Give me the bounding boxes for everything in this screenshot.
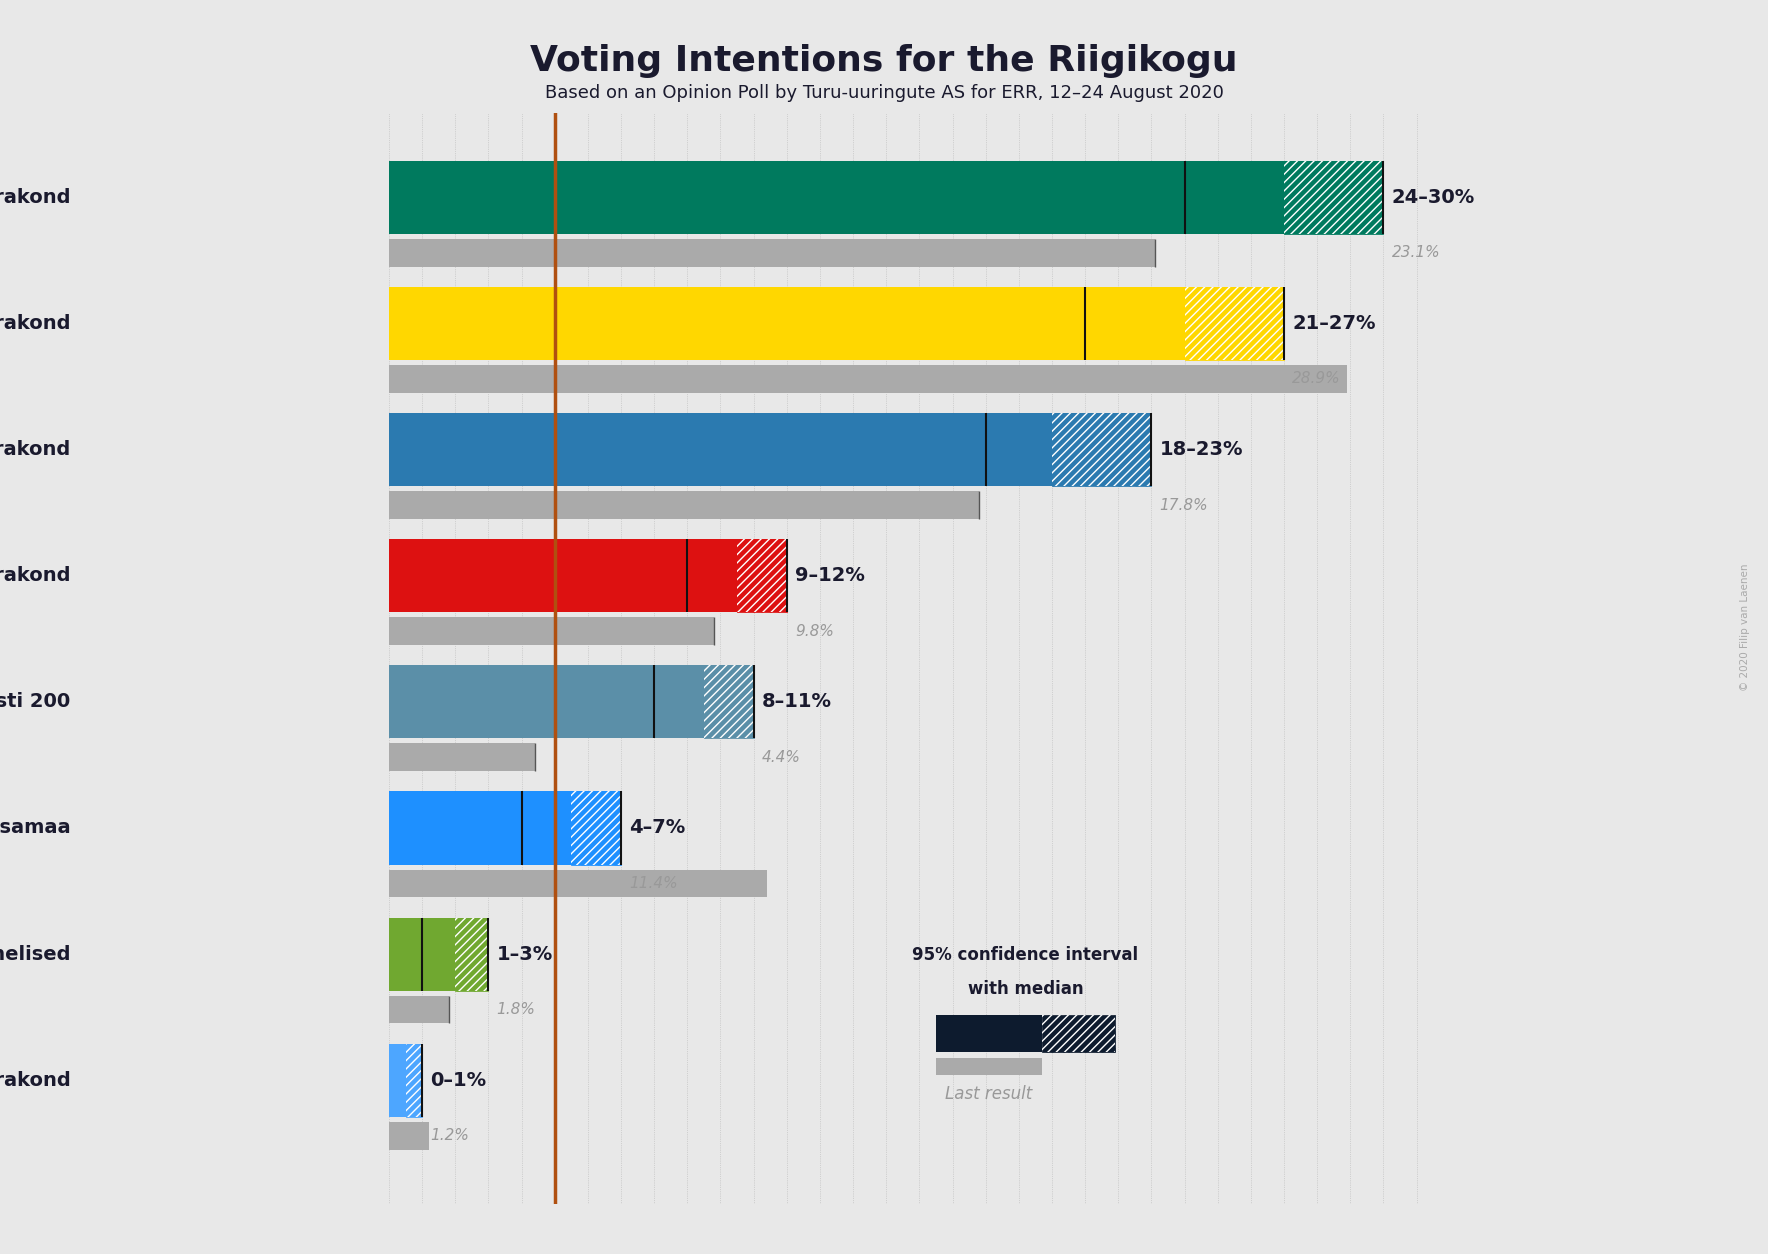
Bar [389,744,534,771]
Bar [389,539,737,612]
Bar [1284,161,1384,234]
Text: with median: with median [967,981,1084,998]
Bar [389,492,979,519]
Bar [704,666,753,739]
Bar [1041,1014,1116,1052]
Bar [935,1057,1041,1075]
Bar [389,869,767,898]
Text: Based on an Opinion Poll by Turu-uuringute AS for ERR, 12–24 August 2020: Based on an Opinion Poll by Turu-uuringu… [545,84,1223,102]
Text: Eesti Konservatiivne Rahvaerakond: Eesti Konservatiivne Rahvaerakond [0,440,71,459]
Text: 28.9%: 28.9% [1292,371,1340,386]
Text: Eesti Keskerakond: Eesti Keskerakond [0,188,71,207]
Bar [1052,413,1151,487]
Bar [389,365,1347,393]
Bar [1284,161,1384,234]
Bar [389,996,449,1023]
Text: 1.8%: 1.8% [497,1002,536,1017]
Text: 95% confidence interval: 95% confidence interval [912,947,1139,964]
Text: 8–11%: 8–11% [762,692,833,711]
Bar [456,918,488,991]
Bar [1185,287,1284,360]
Bar [389,617,714,645]
Text: Eesti 200: Eesti 200 [0,692,71,711]
Bar [1185,287,1284,360]
Text: 21–27%: 21–27% [1292,314,1376,334]
Text: 17.8%: 17.8% [1160,498,1208,513]
Bar [405,1043,423,1117]
Bar [389,161,1284,234]
Bar [456,918,488,991]
Bar [737,539,787,612]
Text: 0–1%: 0–1% [430,1071,486,1090]
Text: © 2020 Filip van Laenen: © 2020 Filip van Laenen [1740,563,1750,691]
Bar [389,1122,428,1150]
Bar [389,791,571,864]
Bar [389,1043,405,1117]
Bar [571,791,621,864]
Bar [456,918,488,991]
Text: 11.4%: 11.4% [629,877,677,892]
Bar [405,1043,423,1117]
Bar [389,413,1052,487]
Text: 18–23%: 18–23% [1160,440,1243,459]
Bar [1041,1014,1116,1052]
Text: Voting Intentions for the Riigikogu: Voting Intentions for the Riigikogu [530,44,1238,78]
Bar [1185,287,1284,360]
Text: 24–30%: 24–30% [1391,188,1475,207]
Text: Eesti Vabaerakond: Eesti Vabaerakond [0,1071,71,1090]
Bar [1052,413,1151,487]
Bar [737,539,787,612]
Bar [704,666,753,739]
Text: Erakond Eestimaa Rohelised: Erakond Eestimaa Rohelised [0,944,71,963]
Text: 4–7%: 4–7% [629,819,686,838]
Bar [405,1043,423,1117]
Bar [571,791,621,864]
Bar [737,539,787,612]
Bar [704,666,753,739]
Bar [389,287,1185,360]
Text: 4.4%: 4.4% [762,750,801,765]
Text: 23.1%: 23.1% [1391,246,1441,261]
Text: Eesti Reformierakond: Eesti Reformierakond [0,314,71,334]
Bar [1052,413,1151,487]
Bar [389,666,704,739]
Bar [571,791,621,864]
Bar [935,1014,1041,1052]
Text: Last result: Last result [946,1085,1033,1104]
Bar [1284,161,1384,234]
Text: Sotsiaaldemokraatlik Erakond: Sotsiaaldemokraatlik Erakond [0,567,71,586]
Text: 1–3%: 1–3% [497,944,553,963]
Text: 1.2%: 1.2% [430,1129,469,1144]
Bar [389,240,1155,267]
Text: 9–12%: 9–12% [796,567,865,586]
Bar [389,918,456,991]
Text: 9.8%: 9.8% [796,623,834,638]
Text: Erakond Isamaa: Erakond Isamaa [0,819,71,838]
